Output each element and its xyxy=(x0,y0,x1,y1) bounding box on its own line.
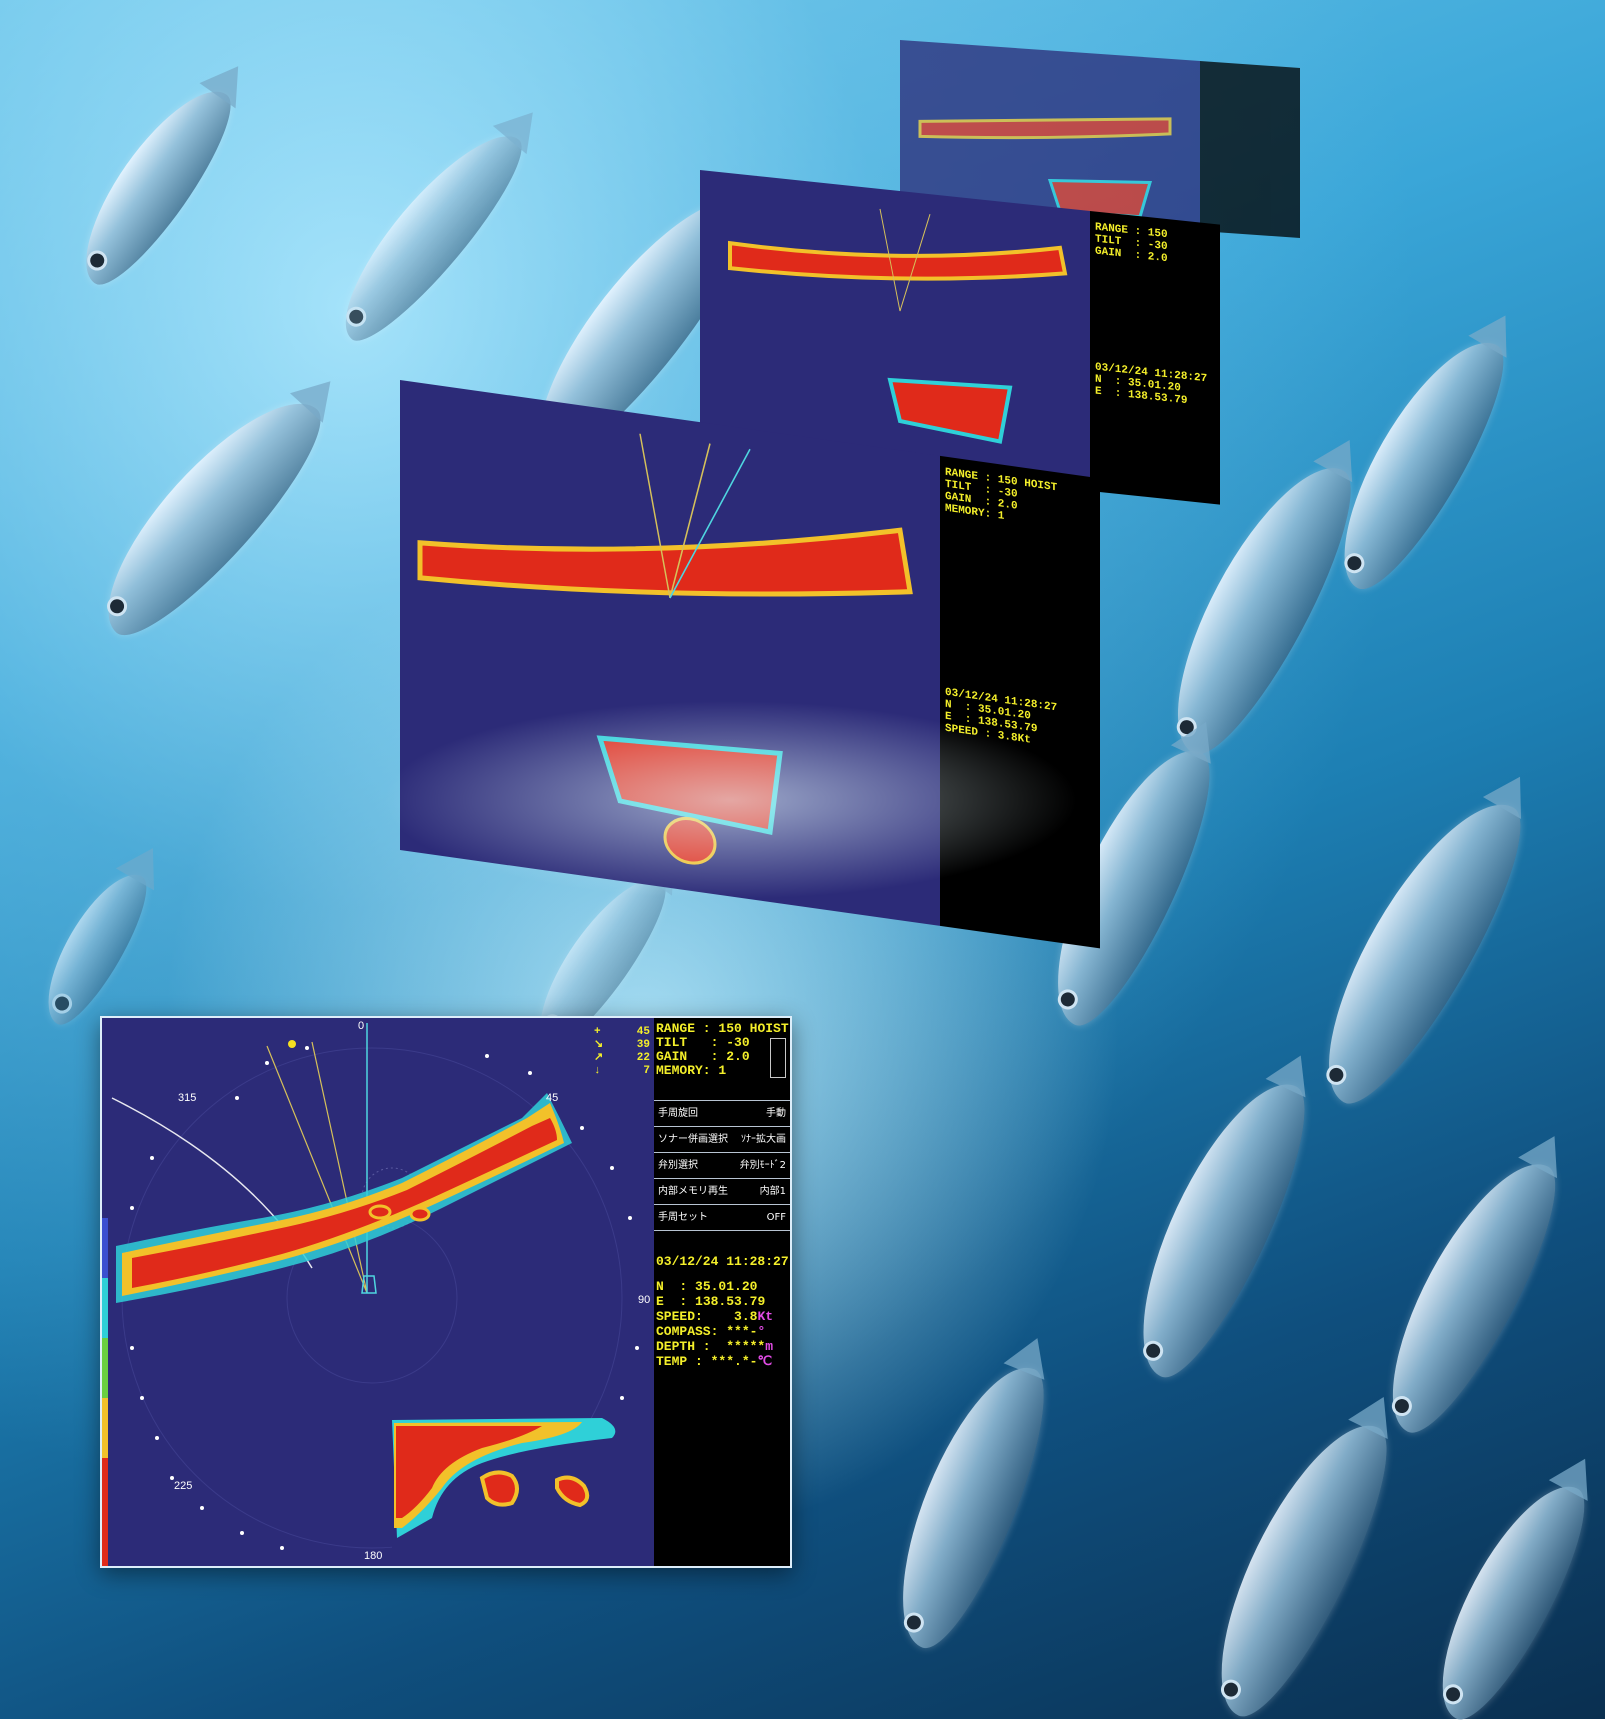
memory-label: MEMORY: xyxy=(656,1063,711,1078)
fish-image xyxy=(872,1349,1068,1661)
fish-image xyxy=(28,860,162,1035)
compass-label: COMPASS: xyxy=(656,1324,719,1339)
speed-row: SPEED: 3.8Kt xyxy=(656,1309,788,1324)
range-value: 150 xyxy=(718,1021,742,1036)
bearing-label-315: 315 xyxy=(178,1092,197,1104)
temp-unit: ℃ xyxy=(757,1354,773,1369)
indicator-value: 7 xyxy=(643,1065,650,1077)
longitude-value: 138.53.79 xyxy=(695,1294,766,1309)
indicator-symbol: ↓ xyxy=(594,1065,601,1077)
compass-value: ***- xyxy=(726,1324,758,1339)
datetime: 03/12/24 11:28:27 xyxy=(656,1254,789,1269)
menu-item-label: 手周セット xyxy=(658,1212,708,1223)
depth-label: DEPTH : xyxy=(656,1339,711,1354)
bearing-label-180: 180 xyxy=(364,1550,383,1562)
gain-value: 2.0 xyxy=(726,1049,750,1064)
menu-item-manual-rotation[interactable]: 手周旋回 手動 xyxy=(654,1100,790,1127)
fish-image xyxy=(1413,1466,1605,1734)
depth-row: DEPTH : *****m xyxy=(656,1339,788,1354)
menu-item-label: 内部メモリ再生 xyxy=(658,1186,728,1197)
fish-image xyxy=(1109,1062,1331,1393)
info-sidebar: RANGE : 150 HOIST TILT : -30 GAIN : 2.0 … xyxy=(654,1018,790,1566)
hoist-label: HOIST xyxy=(749,1021,789,1036)
indicator-symbol: ↗ xyxy=(594,1052,604,1064)
nav-readout: 03/12/24 11:28:27 N : 35.01.20 E : 138.5… xyxy=(656,1254,789,1369)
menu-item-value: 弁別ﾓｰﾄﾞ2 xyxy=(739,1160,786,1171)
bearing-label-225: 225 xyxy=(174,1480,193,1492)
marker-indicators: +45 ↘ 39 ↗ 22 ↓ 7 xyxy=(594,1026,650,1078)
longitude-label: E : xyxy=(656,1294,688,1309)
menu-item-memory-playback[interactable]: 内部メモリ再生 内部1 xyxy=(654,1179,790,1205)
latitude-label: N : xyxy=(656,1279,688,1294)
menu-item-label: ソナー併画選択 xyxy=(658,1134,728,1145)
speed-label: SPEED: xyxy=(656,1309,703,1324)
sonar-screen-far xyxy=(900,40,1300,238)
compass-row: COMPASS: ***-° xyxy=(656,1324,788,1339)
temp-value: ***.*- xyxy=(710,1354,758,1369)
sonar-screen-middle: RANGE : 150 TILT : -30 GAIN : 2.0 03/12/… xyxy=(700,170,1220,505)
bearing-label-45: 45 xyxy=(546,1092,559,1104)
range-row: RANGE : 150 HOIST xyxy=(656,1021,789,1036)
fish-image xyxy=(60,70,250,300)
fish-image xyxy=(1291,777,1549,1123)
gain-label: GAIN : xyxy=(656,1049,719,1064)
temp-row: TEMP : ***.*-℃ xyxy=(656,1354,788,1369)
latitude-value: 35.01.20 xyxy=(695,1279,758,1294)
menu-item-label: 手周旋回 xyxy=(658,1108,698,1119)
indicator-value: 39 xyxy=(636,1039,650,1051)
menu-item-sonar-split[interactable]: ソナー併画選択 ｿﾅｰ拡大画 xyxy=(654,1127,790,1153)
temp-label: TEMP : xyxy=(656,1354,703,1369)
panel-glow xyxy=(380,700,1080,900)
sonar-view[interactable]: 0 45 90 180 225 315 +45 ↘ 39 ↗ 22 ↓ 7 xyxy=(102,1018,654,1566)
status-readout: RANGE : 150 HOIST TILT : -30 GAIN : 2.0 … xyxy=(654,1018,790,1088)
tilt-row: TILT : -30 xyxy=(656,1036,788,1050)
depth-unit: m xyxy=(765,1339,774,1354)
fish-image xyxy=(319,112,541,358)
tilt-label: TILT : xyxy=(656,1035,719,1050)
hoist-gauge xyxy=(770,1038,786,1078)
speed-value: 3.8 xyxy=(734,1309,758,1324)
sonar-echo-plot xyxy=(102,1023,654,1566)
memory-value: 1 xyxy=(718,1063,727,1078)
depth-value: ***** xyxy=(726,1339,766,1354)
menu-item-value: OFF xyxy=(766,1212,786,1223)
gain-row: GAIN : 2.0 xyxy=(656,1050,788,1064)
indicator-symbol: + xyxy=(594,1026,601,1038)
speed-unit: Kt xyxy=(757,1309,774,1324)
longitude-row: E : 138.53.79 xyxy=(656,1294,788,1309)
compass-unit: ° xyxy=(757,1324,766,1339)
menu-item-value: 手動 xyxy=(766,1108,786,1119)
indicator-value: 45 xyxy=(636,1026,650,1038)
fish-image xyxy=(76,373,344,657)
bearing-label-90: 90 xyxy=(638,1294,651,1306)
menu-item-manual-set[interactable]: 手周セット OFF xyxy=(654,1205,790,1231)
tilt-value: -30 xyxy=(726,1035,750,1050)
bearing-label-0: 0 xyxy=(358,1020,365,1032)
indicator-value: 22 xyxy=(636,1052,650,1064)
indicator-symbol: ↘ xyxy=(594,1039,604,1051)
menu-list: 手周旋回 手動 ソナー併画選択 ｿﾅｰ拡大画 弁別選択 弁別ﾓｰﾄﾞ2 内部メモリ再生… xyxy=(654,1100,790,1231)
menu-item-value: 内部1 xyxy=(759,1186,786,1197)
fish-image xyxy=(1187,1402,1413,1733)
latitude-row: N : 35.01.20 xyxy=(656,1279,788,1294)
memory-row: MEMORY: 1 xyxy=(656,1064,788,1078)
sonar-display: 0 45 90 180 225 315 +45 ↘ 39 ↗ 22 ↓ 7 RANGE… xyxy=(100,1016,792,1568)
menu-item-discrimination[interactable]: 弁別選択 弁別ﾓｰﾄﾞ2 xyxy=(654,1153,790,1179)
range-label: RANGE : xyxy=(656,1021,711,1036)
menu-item-value: ｿﾅｰ拡大画 xyxy=(741,1134,786,1145)
menu-item-label: 弁別選択 xyxy=(658,1160,698,1171)
